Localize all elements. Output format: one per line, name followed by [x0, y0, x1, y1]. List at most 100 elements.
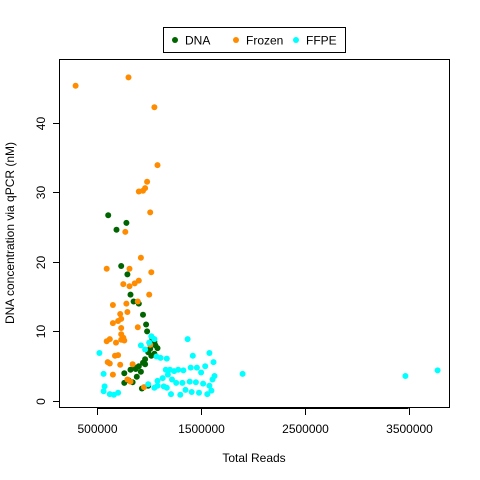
point-dna	[132, 366, 139, 372]
point-frozen	[123, 300, 130, 307]
point-ffpe	[153, 353, 160, 360]
point-frozen	[118, 325, 125, 331]
point-ffpe	[186, 378, 193, 385]
point-ffpe	[96, 350, 103, 356]
point-ffpe	[151, 336, 158, 343]
point-ffpe	[101, 383, 108, 390]
legend-box	[163, 27, 346, 53]
point-frozen	[115, 318, 122, 324]
x-tick-label: 500000	[77, 422, 117, 436]
point-frozen	[147, 209, 154, 216]
point-ffpe	[154, 377, 161, 384]
point-ffpe	[189, 352, 196, 359]
point-ffpe	[206, 382, 213, 389]
point-ffpe	[210, 359, 217, 366]
point-ffpe	[202, 363, 209, 370]
point-ffpe	[434, 367, 441, 374]
point-frozen	[126, 283, 133, 290]
point-ffpe	[193, 364, 200, 371]
point-ffpe	[164, 371, 171, 378]
point-dna	[127, 291, 134, 298]
x-axis: 500000 1500000 2500000 3500000	[77, 408, 433, 436]
point-ffpe	[137, 342, 144, 349]
x-axis-label: Total Reads	[222, 451, 285, 465]
point-dna	[130, 298, 137, 305]
point-ffpe	[211, 373, 218, 379]
point-frozen	[144, 178, 151, 185]
point-dna	[142, 361, 149, 368]
point-frozen	[117, 361, 124, 368]
y-tick-label: 30	[34, 186, 48, 200]
point-ffpe	[239, 370, 246, 377]
point-ffpe	[100, 370, 107, 377]
point-ffpe	[204, 391, 211, 398]
point-frozen	[125, 74, 132, 81]
point-frozen	[117, 311, 124, 317]
point-ffpe	[200, 380, 207, 387]
point-ffpe	[100, 388, 107, 395]
y-tick-label: 20	[34, 256, 48, 270]
point-dna	[143, 321, 150, 328]
point-ffpe	[184, 336, 191, 343]
point-ffpe	[196, 389, 202, 396]
point-frozen	[146, 291, 153, 298]
point-frozen	[109, 320, 116, 327]
legend-marker-dna	[172, 37, 178, 43]
point-frozen	[120, 281, 127, 288]
point-dna	[113, 226, 120, 233]
point-ffpe	[163, 355, 170, 362]
point-ffpe	[188, 389, 195, 395]
y-tick-label: 10	[34, 325, 48, 339]
point-dna	[133, 373, 140, 380]
point-ffpe	[160, 383, 167, 390]
legend: DNA Frozen FFPE	[163, 27, 346, 53]
point-ffpe	[142, 346, 149, 353]
point-frozen	[122, 228, 129, 235]
point-frozen	[126, 265, 133, 272]
point-frozen	[134, 298, 141, 305]
y-axis-label: DNA concentration via qPCR (nM)	[3, 142, 17, 324]
point-frozen	[137, 254, 144, 261]
point-dna	[154, 345, 161, 352]
point-frozen	[106, 360, 113, 367]
point-ffpe	[146, 339, 153, 346]
point-frozen	[129, 361, 136, 368]
point-ffpe	[179, 379, 186, 386]
point-frozen	[151, 104, 158, 111]
point-ffpe	[115, 389, 122, 396]
point-frozen	[127, 378, 134, 385]
point-frozen	[148, 269, 155, 276]
point-ffpe	[187, 364, 194, 371]
point-dna	[121, 370, 128, 377]
point-ffpe	[180, 367, 187, 374]
point-ffpe	[182, 386, 189, 393]
point-frozen	[131, 280, 138, 287]
point-frozen	[113, 339, 119, 346]
point-frozen	[109, 371, 116, 378]
point-frozen	[121, 337, 128, 344]
point-ffpe	[166, 366, 173, 373]
legend-label-frozen: Frozen	[246, 34, 283, 48]
point-frozen	[109, 302, 116, 308]
point-frozen	[112, 352, 118, 359]
point-frozen	[135, 188, 142, 195]
point-ffpe	[169, 376, 175, 383]
point-frozen	[134, 324, 141, 331]
x-tick-label: 2500000	[282, 422, 329, 436]
point-dna	[144, 328, 151, 335]
point-ffpe	[173, 379, 180, 386]
point-frozen	[103, 265, 110, 272]
point-ffpe	[206, 350, 213, 356]
point-ffpe	[208, 387, 215, 394]
point-ffpe	[402, 373, 409, 379]
y-tick-label: 0	[34, 398, 48, 405]
point-frozen	[103, 338, 110, 345]
point-ffpe	[162, 366, 169, 373]
point-dna	[118, 263, 125, 269]
y-tick-label: 40	[34, 117, 48, 131]
point-frozen	[154, 162, 161, 169]
point-ffpe	[154, 382, 161, 389]
point-ffpe	[168, 391, 174, 398]
point-dna	[123, 219, 130, 226]
